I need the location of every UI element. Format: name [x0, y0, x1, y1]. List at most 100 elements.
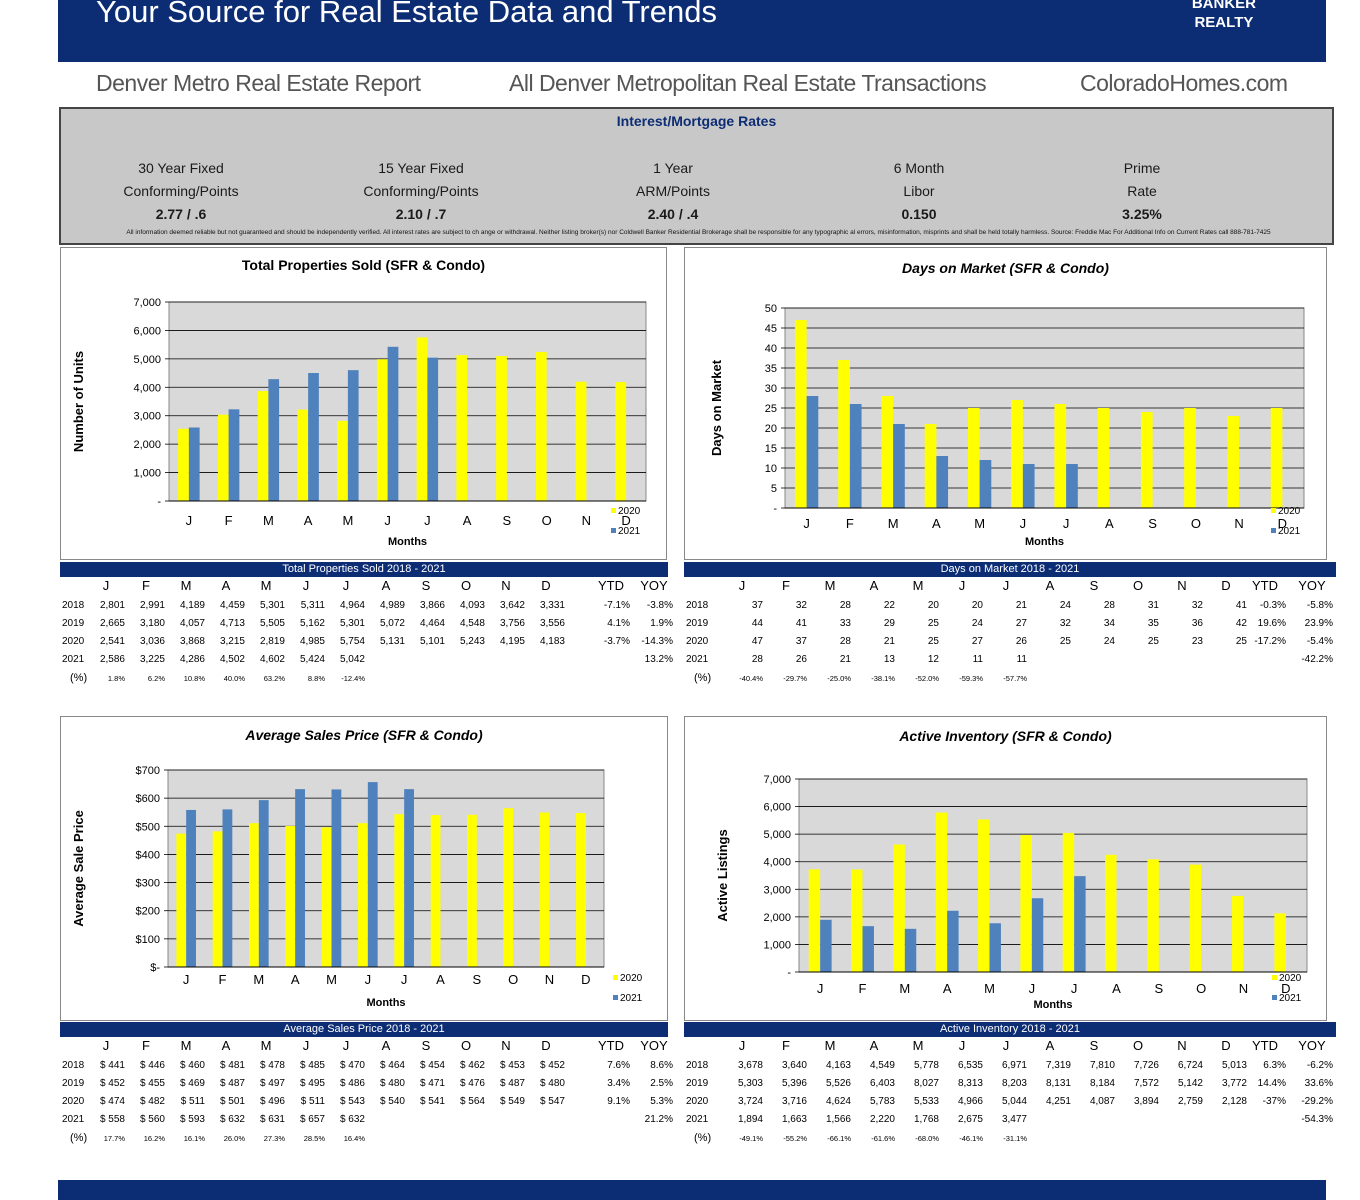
table-cell: 3,036 — [139, 636, 165, 647]
bar-2020-j — [178, 428, 189, 501]
table-cell: 35 — [1147, 618, 1159, 629]
table-row-label: 2020 — [686, 636, 709, 647]
table-cell: 5,101 — [419, 636, 445, 647]
table-cell: 25 — [1235, 636, 1247, 647]
table-cell: $ 464 — [379, 1060, 405, 1071]
table-col-header: A — [869, 578, 879, 593]
rates-disclaimer: All information deemed reliable but not … — [126, 229, 1271, 236]
table-cell: 20 — [971, 600, 983, 611]
rate-label-line2: Libor — [903, 183, 935, 199]
bar-2020-n — [539, 812, 550, 967]
table-cell: 23.9% — [1304, 618, 1333, 629]
y-tick-label: $700 — [136, 765, 160, 777]
table-pct-cell: 6.2% — [147, 674, 165, 683]
table-pct-cell: 40.0% — [223, 674, 245, 683]
table-cell: $ 469 — [179, 1078, 205, 1089]
y-axis-title: Number of Units — [71, 351, 86, 452]
bar-2020-s — [496, 355, 507, 501]
chart-panel-sold: Total Properties Sold (SFR & Condo) - 1,0… — [60, 247, 667, 560]
table-pct-cell: -38.1% — [871, 674, 895, 683]
x-tick-label: F — [225, 513, 233, 528]
x-tick-label: M — [899, 981, 910, 996]
y-tick-label: 2,000 — [763, 912, 791, 924]
x-tick-label: S — [472, 972, 481, 987]
table-cell: 4,713 — [219, 618, 245, 629]
page-title: Your Source for Real Estate Data and Tre… — [96, 0, 717, 29]
table-cell: 6,724 — [1177, 1060, 1203, 1071]
table-row-label: 2021 — [62, 1114, 85, 1125]
table-cell: $ 511 — [300, 1096, 325, 1107]
y-axis-title: Average Sale Price — [71, 810, 86, 927]
bar-2021-j — [820, 919, 832, 972]
bar-2020-m — [978, 819, 990, 972]
table-cell: $ 480 — [379, 1078, 405, 1089]
x-tick-label: O — [508, 972, 518, 987]
bar-2020-a — [935, 812, 948, 972]
x-tick-label: M — [984, 981, 995, 996]
table-cell: 11 — [972, 654, 983, 665]
table-cell: 11 — [1016, 654, 1027, 665]
table-col-header: YTD — [1252, 1038, 1278, 1053]
bar-2020-j — [1062, 832, 1075, 972]
table-pct-cell: 8.8% — [307, 674, 325, 683]
table-pct-cell: 63.2% — [263, 674, 285, 683]
table-pct-cell: 10.8% — [183, 674, 205, 683]
bar-2021-a — [295, 789, 305, 967]
website-link[interactable]: ColoradoHomes.com — [1080, 70, 1288, 96]
table-col-header: A — [221, 578, 231, 593]
brand-line-2: REALTY — [1194, 14, 1254, 31]
legend-label-2020: 2020 — [618, 506, 641, 517]
y-tick-label: $- — [150, 962, 160, 974]
table-cell: 4,989 — [379, 600, 405, 611]
table-cell: -5.8% — [1306, 600, 1333, 611]
table-cell: 4,087 — [1089, 1096, 1115, 1107]
bar-2020-n — [1227, 416, 1240, 508]
y-tick-label: 40 — [765, 343, 777, 355]
x-tick-label: J — [384, 513, 391, 528]
table-title: Active Inventory 2018 - 2021 — [684, 1022, 1336, 1037]
table-cell: 44 — [751, 618, 763, 629]
x-tick-label: A — [436, 972, 445, 987]
table-cell: $ 632 — [219, 1114, 245, 1125]
table-cell: 24 — [1059, 600, 1071, 611]
table-cell: 6,971 — [1001, 1060, 1027, 1071]
bar-2020-f — [217, 414, 229, 501]
table-cell: 32 — [1059, 618, 1071, 629]
y-tick-label: - — [157, 496, 161, 508]
bar-2020-a — [1105, 854, 1117, 972]
y-tick-label: - — [773, 503, 777, 515]
bar-2021-m — [893, 424, 905, 508]
y-tick-label: 3,000 — [133, 411, 161, 423]
table-cell: 21.2% — [644, 1114, 673, 1125]
table-cell: 13 — [883, 654, 895, 665]
y-tick-label: 5,000 — [763, 829, 791, 841]
chart-inventory: - 1,000 2,000 3,000 4,000 5,000 6,000 7,000 J F M A… — [715, 774, 1308, 1011]
bar-2020-j — [794, 320, 807, 508]
table-cell: 4,183 — [539, 636, 565, 647]
table-pct-cell: -12.4% — [341, 674, 365, 683]
table-pct-cell: -61.6% — [871, 1134, 895, 1143]
table-col-header: A — [221, 1038, 231, 1053]
table-pct-cell: -66.1% — [827, 1134, 851, 1143]
legend-swatch-2020 — [1271, 508, 1276, 513]
legend-label-2021: 2021 — [618, 526, 641, 537]
table-cell: 8,203 — [1001, 1078, 1027, 1089]
table-cell: 5,162 — [299, 618, 325, 629]
bar-2020-n — [575, 381, 587, 501]
chart-title-text: Active Inventory (SFR & Condo) — [899, 728, 1112, 744]
table-cell: 36 — [1191, 618, 1203, 629]
table-cell: 4,549 — [869, 1060, 895, 1071]
table-row-label: 2019 — [62, 1078, 85, 1089]
table-cell: $ 487 — [499, 1078, 525, 1089]
table-col-header: A — [1045, 578, 1055, 593]
x-tick-label: D — [1278, 516, 1287, 531]
table-col-header: J — [302, 578, 310, 593]
table-cell: $ 478 — [259, 1060, 285, 1071]
table-cell: 6,535 — [957, 1060, 983, 1071]
table-pct-cell: -68.0% — [915, 1134, 939, 1143]
rate-value: 2.77 / .6 — [155, 206, 207, 222]
legend-swatch-2021 — [613, 995, 618, 1000]
table-cell: $ 455 — [139, 1078, 165, 1089]
x-tick-label: A — [943, 981, 952, 996]
bar-2020-s — [467, 814, 477, 967]
